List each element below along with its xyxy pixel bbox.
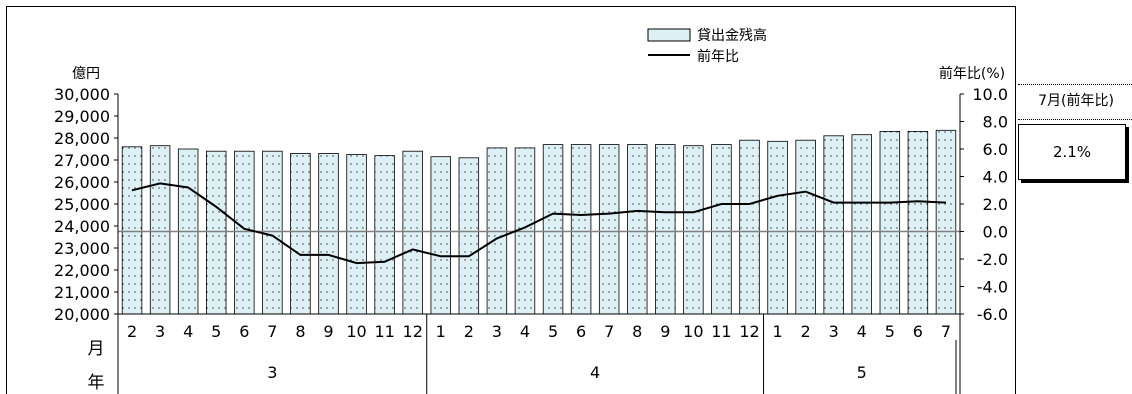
side-box-label: 7月(前年比) [1038, 93, 1114, 109]
bar-12 [430, 156, 451, 315]
month-label: 1 [436, 322, 446, 341]
bar-30 [935, 129, 957, 315]
month-label: 9 [323, 322, 333, 341]
month-row-label: 月 [88, 339, 105, 359]
left-axis-unit: 億円 [72, 66, 100, 82]
right-tick-label: -2.0 [977, 250, 1008, 269]
bar-13 [458, 157, 480, 315]
month-label: 3 [155, 322, 165, 341]
bar-22 [711, 144, 732, 315]
bar-21 [683, 145, 704, 315]
legend-bar-swatch [647, 28, 691, 42]
month-label: 3 [492, 322, 502, 341]
month-label: 6 [913, 322, 923, 341]
side-box-value-box: 2.1% [1018, 124, 1126, 180]
right-tick-label: 6.0 [983, 140, 1008, 159]
month-label: 10 [346, 322, 366, 341]
bar-19 [627, 144, 648, 315]
month-label: 4 [857, 322, 867, 341]
month-label: 11 [711, 322, 731, 341]
left-tick-label: 26,000 [54, 173, 110, 192]
bar-8 [318, 152, 339, 315]
bar-4 [206, 150, 227, 315]
bar-23 [739, 139, 760, 315]
right-tick-label: -4.0 [977, 278, 1008, 297]
bar-10 [374, 155, 395, 315]
month-label: 9 [660, 322, 670, 341]
side-box-value: 2.1% [1052, 143, 1092, 161]
month-label: 2 [127, 322, 137, 341]
bar-18 [598, 144, 620, 315]
month-label: 6 [239, 322, 249, 341]
month-label: 4 [183, 322, 193, 341]
right-tick-label: 0.0 [983, 223, 1008, 242]
month-label: 8 [295, 322, 305, 341]
bar-27 [851, 134, 872, 315]
left-tick-label: 23,000 [54, 239, 110, 258]
bar-28 [879, 130, 901, 315]
year-row-label: 年 [88, 373, 105, 393]
month-label: 4 [520, 322, 530, 341]
month-label: 7 [941, 322, 951, 341]
month-label: 10 [683, 322, 703, 341]
year-label: 3 [267, 363, 277, 382]
left-tick-label: 24,000 [54, 217, 110, 236]
bar-5 [234, 150, 255, 315]
bar-29 [907, 130, 929, 315]
right-axis-unit: 前年比(%) [939, 65, 1005, 82]
bar-17 [570, 144, 592, 315]
left-tick-label: 28,000 [54, 129, 110, 148]
bar-24 [767, 140, 788, 315]
left-tick-label: 27,000 [54, 151, 110, 170]
month-label: 5 [885, 322, 895, 341]
right-tick-label: 8.0 [983, 113, 1008, 132]
bar-25 [795, 139, 816, 315]
left-tick-label: 21,000 [54, 283, 110, 302]
left-tick-label: 29,000 [54, 107, 110, 126]
month-label: 11 [374, 322, 394, 341]
bar-9 [346, 154, 367, 315]
side-box-mid-rule [1018, 119, 1132, 120]
bar-11 [402, 150, 423, 315]
left-tick-label: 20,000 [54, 305, 110, 324]
chart-frame [6, 6, 1016, 394]
month-label: 1 [772, 322, 782, 341]
legend-line-label: 前年比 [697, 48, 739, 65]
bar-6 [262, 150, 283, 315]
bar-16 [542, 144, 564, 315]
month-label: 12 [403, 322, 423, 341]
month-label: 5 [211, 322, 221, 341]
right-tick-label: 10.0 [972, 85, 1008, 104]
left-tick-label: 30,000 [54, 85, 110, 104]
month-label: 8 [632, 322, 642, 341]
month-label: 2 [464, 322, 474, 341]
month-label: 6 [576, 322, 586, 341]
yoy-line [131, 182, 947, 265]
left-tick-label: 22,000 [54, 261, 110, 280]
left-tick-label: 25,000 [54, 195, 110, 214]
bar-20 [655, 144, 676, 315]
month-label: 5 [548, 322, 558, 341]
year-label: 4 [590, 363, 600, 382]
bar-26 [823, 135, 844, 315]
bar-7 [290, 152, 311, 315]
right-tick-label: 4.0 [983, 168, 1008, 187]
month-label: 7 [267, 322, 277, 341]
month-label: 7 [604, 322, 614, 341]
year-label: 5 [857, 363, 867, 382]
month-label: 3 [829, 322, 839, 341]
month-label: 2 [801, 322, 811, 341]
bar-2 [149, 145, 171, 315]
month-label: 12 [739, 322, 759, 341]
right-tick-label: 2.0 [983, 195, 1008, 214]
side-box-top-rule [1018, 84, 1132, 85]
bar-1 [121, 146, 143, 315]
right-tick-label: -6.0 [977, 305, 1008, 324]
legend-bar-label: 貸出金残高 [697, 27, 767, 44]
